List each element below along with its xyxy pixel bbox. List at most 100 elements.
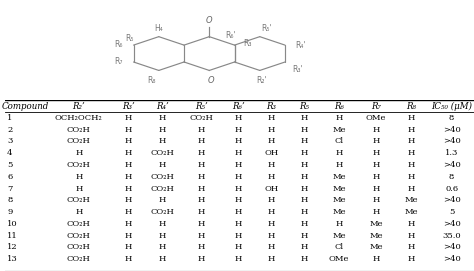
Text: 8: 8 bbox=[449, 173, 455, 181]
Text: R₂': R₂' bbox=[256, 76, 267, 85]
Text: 9: 9 bbox=[7, 208, 12, 216]
Text: >40: >40 bbox=[443, 126, 461, 134]
Text: H: H bbox=[335, 114, 343, 122]
Text: H: H bbox=[373, 126, 380, 134]
Text: H: H bbox=[300, 161, 308, 169]
Text: H: H bbox=[159, 196, 166, 204]
Text: >40: >40 bbox=[443, 255, 461, 263]
Text: H: H bbox=[268, 255, 275, 263]
Text: H: H bbox=[408, 114, 415, 122]
Text: H: H bbox=[235, 255, 242, 263]
Text: H: H bbox=[159, 232, 166, 240]
Text: H: H bbox=[408, 149, 415, 157]
Text: H: H bbox=[75, 208, 82, 216]
Text: H: H bbox=[235, 126, 242, 134]
Text: H: H bbox=[408, 126, 415, 134]
Text: CO₂H: CO₂H bbox=[189, 114, 213, 122]
Text: R₅: R₅ bbox=[299, 102, 309, 111]
Text: H: H bbox=[268, 220, 275, 228]
Text: CO₂H: CO₂H bbox=[151, 149, 174, 157]
Text: R₃: R₃ bbox=[244, 38, 252, 47]
Text: H: H bbox=[300, 255, 308, 263]
Text: H: H bbox=[373, 255, 380, 263]
Text: H: H bbox=[235, 161, 242, 169]
Text: CO₂H: CO₂H bbox=[151, 185, 174, 193]
Text: H: H bbox=[300, 126, 308, 134]
Text: CO₂H: CO₂H bbox=[67, 220, 91, 228]
Text: Compound: Compound bbox=[2, 102, 49, 111]
Text: H: H bbox=[335, 149, 343, 157]
Text: H: H bbox=[125, 173, 132, 181]
Text: H: H bbox=[197, 220, 205, 228]
Text: H: H bbox=[125, 232, 132, 240]
Text: CO₂H: CO₂H bbox=[67, 255, 91, 263]
Text: H: H bbox=[125, 114, 132, 122]
Text: H: H bbox=[300, 208, 308, 216]
Text: H: H bbox=[235, 220, 242, 228]
Text: H: H bbox=[235, 243, 242, 251]
Text: H: H bbox=[268, 196, 275, 204]
Text: CO₂H: CO₂H bbox=[67, 243, 91, 251]
Text: >40: >40 bbox=[443, 137, 461, 146]
Text: Me: Me bbox=[332, 173, 346, 181]
Text: H: H bbox=[75, 173, 82, 181]
Text: H: H bbox=[408, 185, 415, 193]
Text: CO₂H: CO₂H bbox=[67, 232, 91, 240]
Text: R₆': R₆' bbox=[226, 31, 236, 40]
Text: R₃’: R₃’ bbox=[122, 102, 135, 111]
Text: Me: Me bbox=[405, 208, 419, 216]
Text: 6: 6 bbox=[7, 173, 12, 181]
Text: IC₅₀ (μM): IC₅₀ (μM) bbox=[431, 102, 472, 111]
Text: CO₂H: CO₂H bbox=[67, 196, 91, 204]
Text: H: H bbox=[235, 232, 242, 240]
Text: 13: 13 bbox=[7, 255, 18, 263]
Text: H: H bbox=[235, 196, 242, 204]
Text: H: H bbox=[268, 126, 275, 134]
Text: 11: 11 bbox=[7, 232, 18, 240]
Text: H: H bbox=[408, 243, 415, 251]
Text: R₄': R₄' bbox=[295, 41, 305, 50]
Text: CO₂H: CO₂H bbox=[151, 208, 174, 216]
Text: H: H bbox=[373, 208, 380, 216]
Text: 12: 12 bbox=[7, 243, 18, 251]
Text: H: H bbox=[268, 161, 275, 169]
Text: 7: 7 bbox=[7, 185, 12, 193]
Text: CO₂H: CO₂H bbox=[67, 161, 91, 169]
Text: H: H bbox=[373, 161, 380, 169]
Text: H: H bbox=[197, 137, 205, 146]
Text: Cl: Cl bbox=[334, 137, 344, 146]
Text: Me: Me bbox=[369, 243, 383, 251]
Text: 1: 1 bbox=[7, 114, 12, 122]
Text: H: H bbox=[125, 208, 132, 216]
Text: H: H bbox=[159, 126, 166, 134]
Text: CO₂H: CO₂H bbox=[151, 173, 174, 181]
Text: H: H bbox=[125, 185, 132, 193]
Text: CO₂H: CO₂H bbox=[67, 126, 91, 134]
Text: CO₂H: CO₂H bbox=[67, 137, 91, 146]
Text: Me: Me bbox=[369, 220, 383, 228]
Text: H: H bbox=[408, 137, 415, 146]
Text: H: H bbox=[300, 114, 308, 122]
Text: H: H bbox=[197, 243, 205, 251]
Text: OMe: OMe bbox=[366, 114, 386, 122]
Text: H: H bbox=[235, 114, 242, 122]
Text: Me: Me bbox=[332, 208, 346, 216]
Text: H: H bbox=[408, 173, 415, 181]
Text: R₅’: R₅’ bbox=[195, 102, 208, 111]
Text: H: H bbox=[235, 208, 242, 216]
Text: >40: >40 bbox=[443, 243, 461, 251]
Text: H: H bbox=[125, 196, 132, 204]
Text: H: H bbox=[300, 173, 308, 181]
Text: Me: Me bbox=[332, 196, 346, 204]
Text: H: H bbox=[373, 173, 380, 181]
Text: R₆: R₆ bbox=[114, 40, 123, 49]
Text: >40: >40 bbox=[443, 196, 461, 204]
Text: O: O bbox=[208, 76, 214, 85]
Text: H: H bbox=[408, 161, 415, 169]
Text: H: H bbox=[125, 126, 132, 134]
Text: H: H bbox=[268, 243, 275, 251]
Text: H: H bbox=[335, 161, 343, 169]
Text: H: H bbox=[268, 173, 275, 181]
Text: H: H bbox=[373, 185, 380, 193]
Text: H: H bbox=[75, 185, 82, 193]
